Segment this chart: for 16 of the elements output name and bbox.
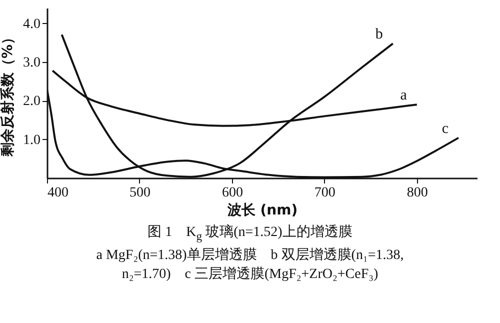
y-tick-label: 3.0 — [23, 56, 40, 71]
series-label: a — [400, 88, 408, 104]
series-label: b — [375, 26, 383, 43]
y-tick-label: 2.0 — [23, 94, 40, 110]
x-tick-label: 500 — [129, 186, 150, 200]
y-tick-label: 1.0 — [23, 132, 40, 148]
y-axis-title: 剩余反射系数（%） — [0, 30, 16, 158]
text: a MgF₂(n=1.38)单层增透膜 b 双层增透膜(n₁=1.38, n₂=1.70) c 三层增透膜(MgF₂+ZrO₂+CeF₃) — [95, 246, 405, 284]
x-tick-label: 700 — [314, 186, 336, 200]
x-axis-title: 波长 (nm) — [226, 202, 298, 218]
y-tick-label: 4.0 — [23, 16, 40, 32]
x-tick-label: 800 — [406, 186, 428, 200]
text: 图 1 K$_{g}$ 玻璃(n=1.52)上的增透膜 — [146, 223, 354, 245]
series-label: c — [442, 120, 449, 137]
x-tick-label: 400 — [48, 186, 68, 200]
x-tick-label: 600 — [222, 186, 243, 200]
